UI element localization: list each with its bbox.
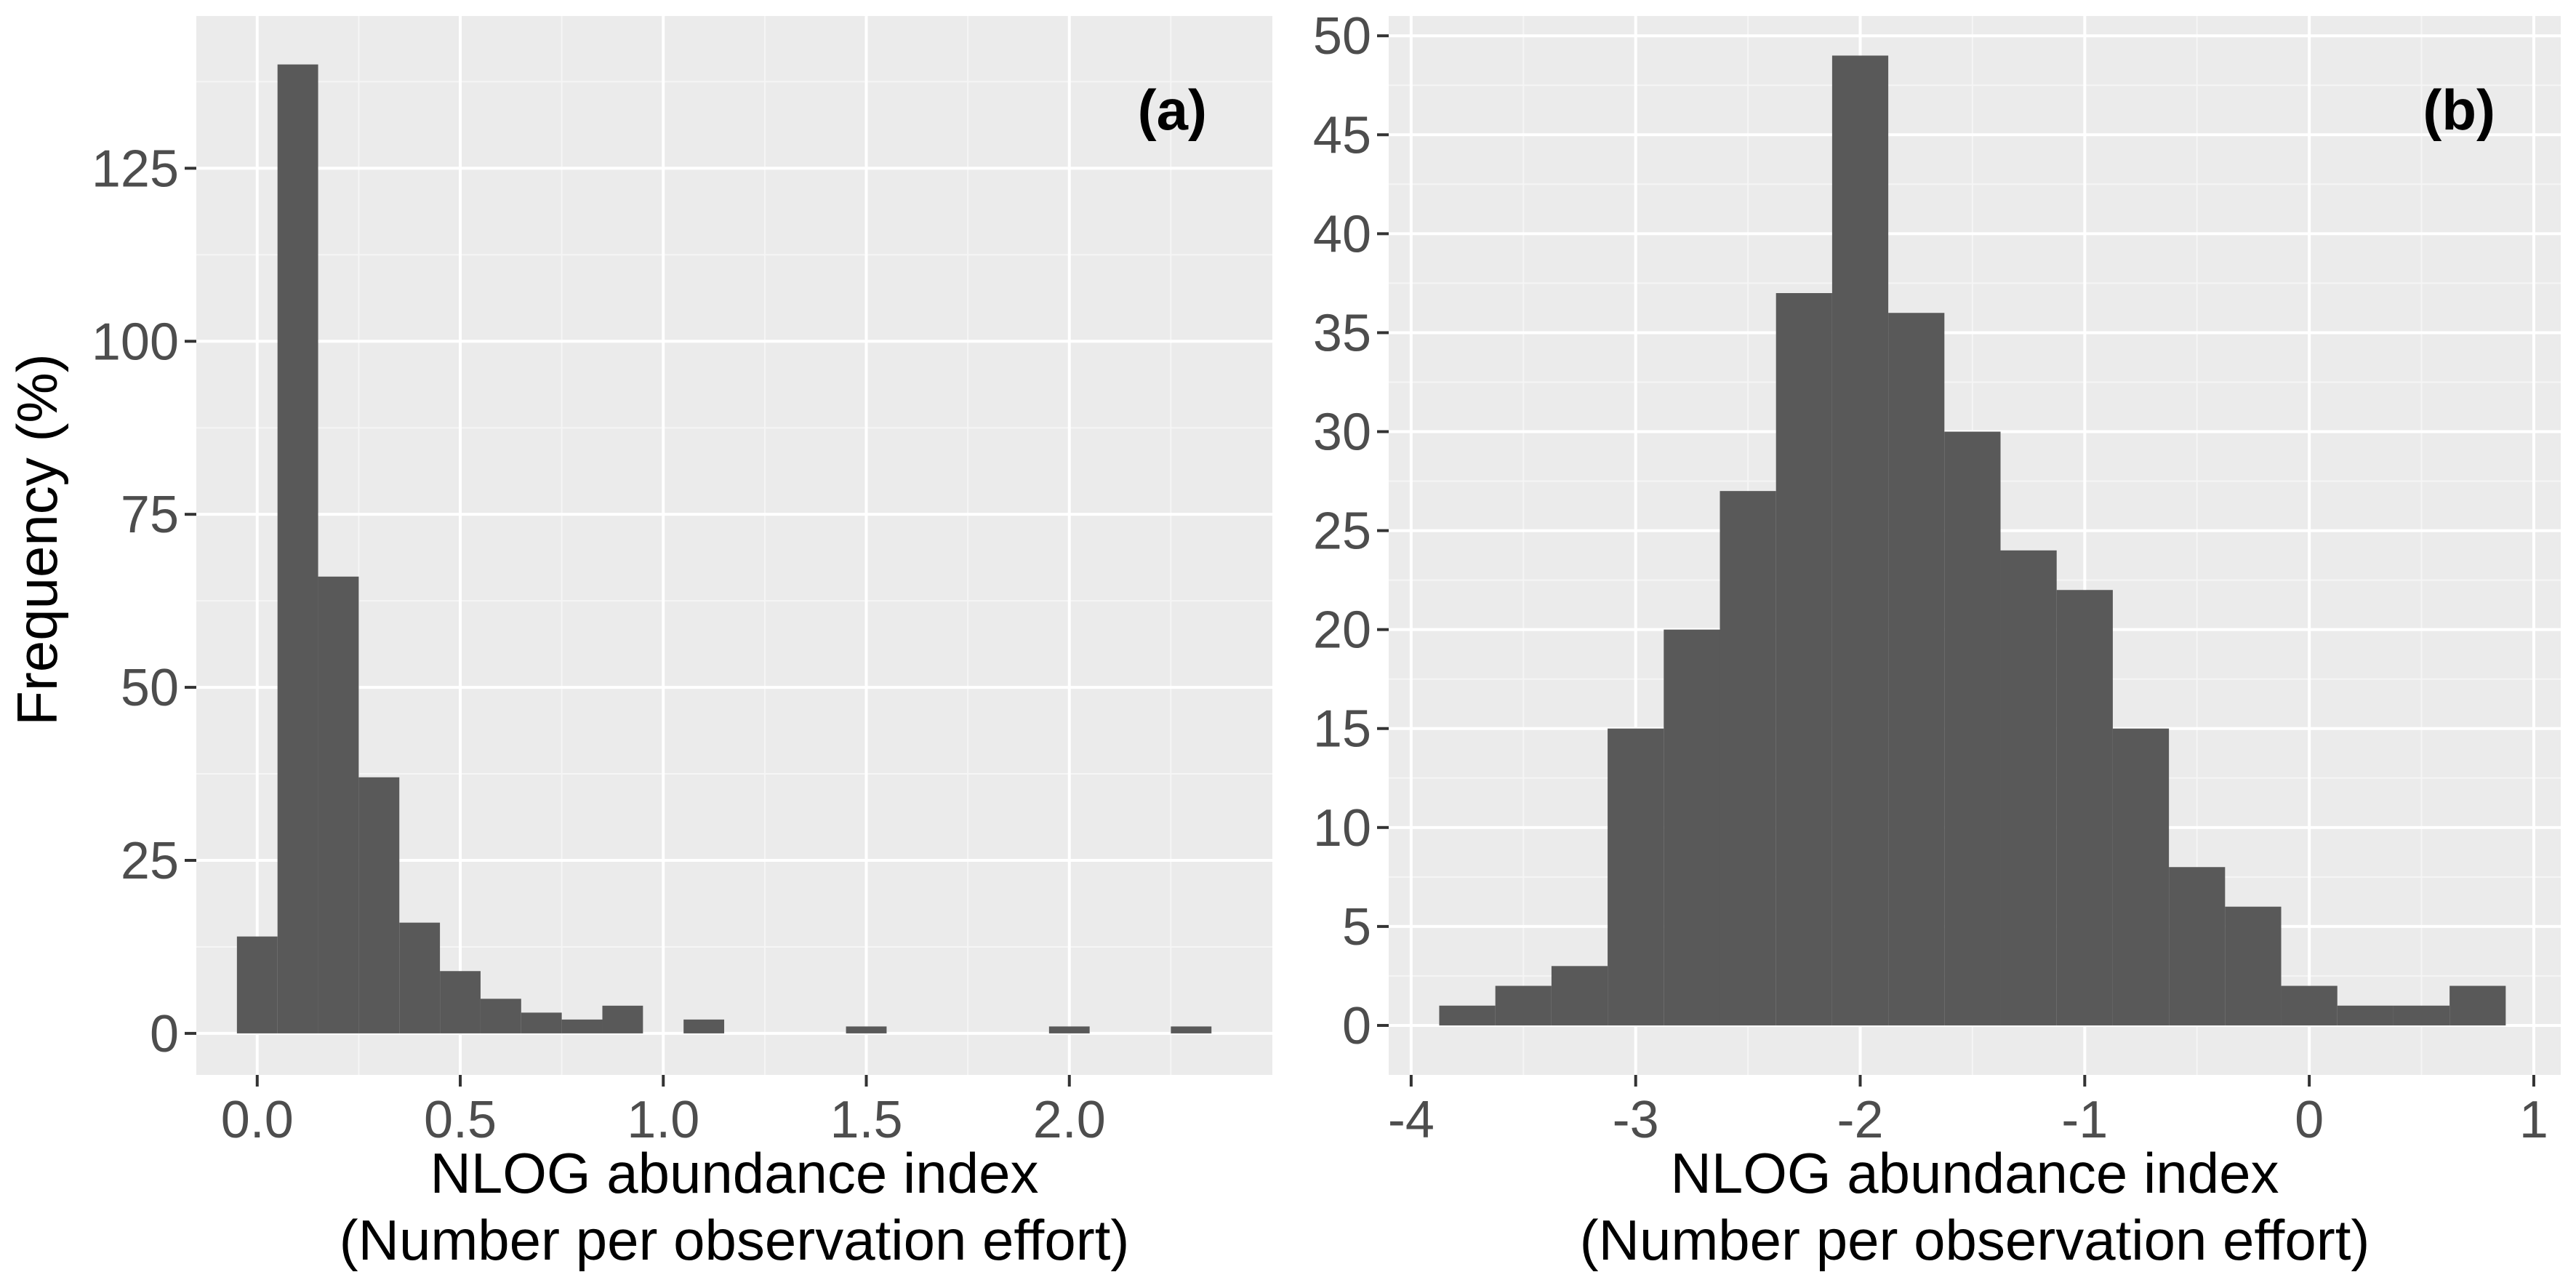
histogram-bar <box>1495 985 1552 1025</box>
x-tick-label: -2 <box>1837 1091 1883 1149</box>
x-tick-label: 0.5 <box>424 1091 497 1149</box>
histogram-bar <box>236 936 278 1033</box>
y-tick-label: 75 <box>121 486 179 544</box>
histogram-bar <box>358 777 400 1033</box>
histogram-bar <box>399 922 441 1033</box>
x-tick-label: 0.0 <box>221 1091 294 1149</box>
x-tick-label: -1 <box>2061 1091 2108 1149</box>
histogram-bar <box>1944 431 2001 1025</box>
histogram-bar <box>1720 491 1776 1025</box>
histogram-bar <box>318 576 359 1033</box>
histogram-bar <box>602 1005 643 1033</box>
histogram-bar <box>1775 293 1832 1025</box>
y-tick-label: 50 <box>1313 7 1371 65</box>
histogram-bar <box>2393 1005 2450 1025</box>
panel-a-histogram: 0.0 0.5 1.0 1.5 2.0 0 25 50 75 100 125 (a) NLOG abun… <box>92 16 1272 1272</box>
histogram-bar <box>683 1019 725 1033</box>
x-axis-title-line1: NLOG abundance index <box>1671 1141 2279 1205</box>
x-tick-label: 1.0 <box>627 1091 699 1149</box>
y-tick-label: 100 <box>92 313 179 371</box>
histogram-bar <box>846 1026 887 1033</box>
x-tick-label: 0 <box>2295 1091 2324 1149</box>
y-tick-label: 10 <box>1313 799 1371 857</box>
histogram-bar <box>2281 985 2338 1025</box>
histogram-bar <box>2112 728 2170 1025</box>
x-tick-label: 1.5 <box>830 1091 902 1149</box>
y-tick-label: 30 <box>1313 404 1371 462</box>
y-axis-title: Frequency (%) <box>5 353 69 726</box>
histogram-bar <box>480 999 521 1033</box>
panel-tag-a: (a) <box>1138 78 1207 142</box>
histogram-bar <box>1171 1026 1212 1033</box>
x-axis-title-line2: (Number per observation effort) <box>340 1208 1130 1272</box>
histogram-bar <box>1888 313 1945 1025</box>
y-tick-label: 15 <box>1313 700 1371 759</box>
x-tick-label: -3 <box>1613 1091 1659 1149</box>
y-tick-label: 125 <box>92 140 179 198</box>
y-tick-label: 0 <box>1342 997 1371 1055</box>
y-tick-label: 45 <box>1313 106 1371 164</box>
histogram-bar <box>1608 728 1664 1025</box>
histogram-bar <box>1831 55 1889 1025</box>
histogram-bar <box>1551 966 1608 1025</box>
x-axis-title-line2: (Number per observation effort) <box>1580 1208 2370 1272</box>
y-tick-label: 50 <box>121 659 179 717</box>
x-axis-title-line1: NLOG abundance index <box>430 1141 1039 1205</box>
y-tick-label: 35 <box>1313 304 1371 362</box>
histogram-bar <box>2449 985 2506 1025</box>
histogram-bar <box>2225 906 2282 1025</box>
x-tick-label: -4 <box>1388 1091 1435 1149</box>
histogram-bar <box>2169 867 2226 1025</box>
y-tick-label: 20 <box>1313 601 1371 660</box>
histogram-bar <box>277 64 318 1033</box>
histogram-bar <box>521 1012 562 1033</box>
histogram-bar <box>1048 1026 1090 1033</box>
y-tick-label: 25 <box>1313 503 1371 561</box>
x-tick-label: 1 <box>2519 1091 2548 1149</box>
histogram-bar <box>1664 629 1720 1025</box>
histogram-bar <box>2056 590 2113 1025</box>
y-tick-label: 25 <box>121 832 179 890</box>
histogram-bar <box>1439 1005 1496 1025</box>
panel-tag-b: (b) <box>2423 78 2495 142</box>
histogram-bar <box>440 971 481 1033</box>
y-tick-label: 0 <box>150 1005 179 1063</box>
histogram-bar <box>561 1019 603 1033</box>
histogram-bar <box>2000 550 2057 1025</box>
y-tick-label: 5 <box>1342 898 1371 956</box>
x-tick-label: 2.0 <box>1033 1091 1106 1149</box>
y-tick-label: 40 <box>1313 205 1371 263</box>
histogram-bar <box>2337 1005 2394 1025</box>
